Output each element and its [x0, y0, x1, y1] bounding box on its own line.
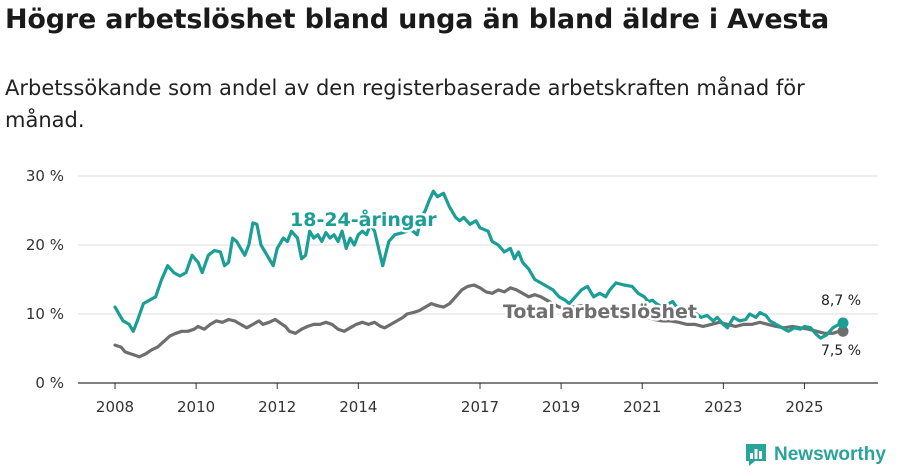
x-tick-label: 2023 [704, 398, 742, 416]
end-point-youth [837, 317, 849, 329]
x-tick-label: 2010 [177, 398, 215, 416]
end-point-total [837, 325, 849, 337]
chart-subtitle: Arbetssökande som andel av den registerb… [5, 76, 805, 132]
x-tick-label: 2014 [339, 398, 377, 416]
x-tick-label: 2017 [461, 398, 499, 416]
end-value-youth: 8,7 % [821, 293, 861, 309]
series-line-total [113, 283, 845, 359]
gridlines [78, 175, 878, 315]
x-tick-label: 2025 [785, 398, 823, 416]
series-lines [113, 189, 849, 359]
x-tick-label: 2012 [258, 398, 296, 416]
y-tick-label: 20 % [26, 236, 64, 254]
brand-name: Newsworthy [774, 444, 886, 465]
x-tick-label: 2021 [623, 398, 661, 416]
y-tick-label: 10 % [26, 305, 64, 323]
series-label-youth: 18-24-åringar [290, 207, 437, 231]
x-tick-label: 2008 [96, 398, 134, 416]
y-axis: 0 % 10 % 20 % 30 % [26, 167, 64, 392]
chart-title: Högre arbetslöshet bland unga än bland ä… [5, 4, 830, 35]
newsworthy-brand[interactable]: Newsworthy [744, 442, 886, 468]
x-tick-label: 2019 [542, 398, 580, 416]
x-axis: 2008 2010 2012 2014 2017 2019 2021 2023 2025 [78, 382, 878, 416]
newsworthy-logo-icon [746, 444, 766, 466]
series-line-youth [113, 189, 845, 340]
end-value-total: 7,5 % [821, 343, 861, 359]
series-labels: 18-24-åringar Total arbetslöshet 8,7 % 7,5 … [288, 205, 864, 362]
y-tick-label: 30 % [26, 167, 64, 185]
y-tick-label: 0 % [35, 374, 64, 392]
series-label-total: Total arbetslöshet [503, 301, 697, 323]
